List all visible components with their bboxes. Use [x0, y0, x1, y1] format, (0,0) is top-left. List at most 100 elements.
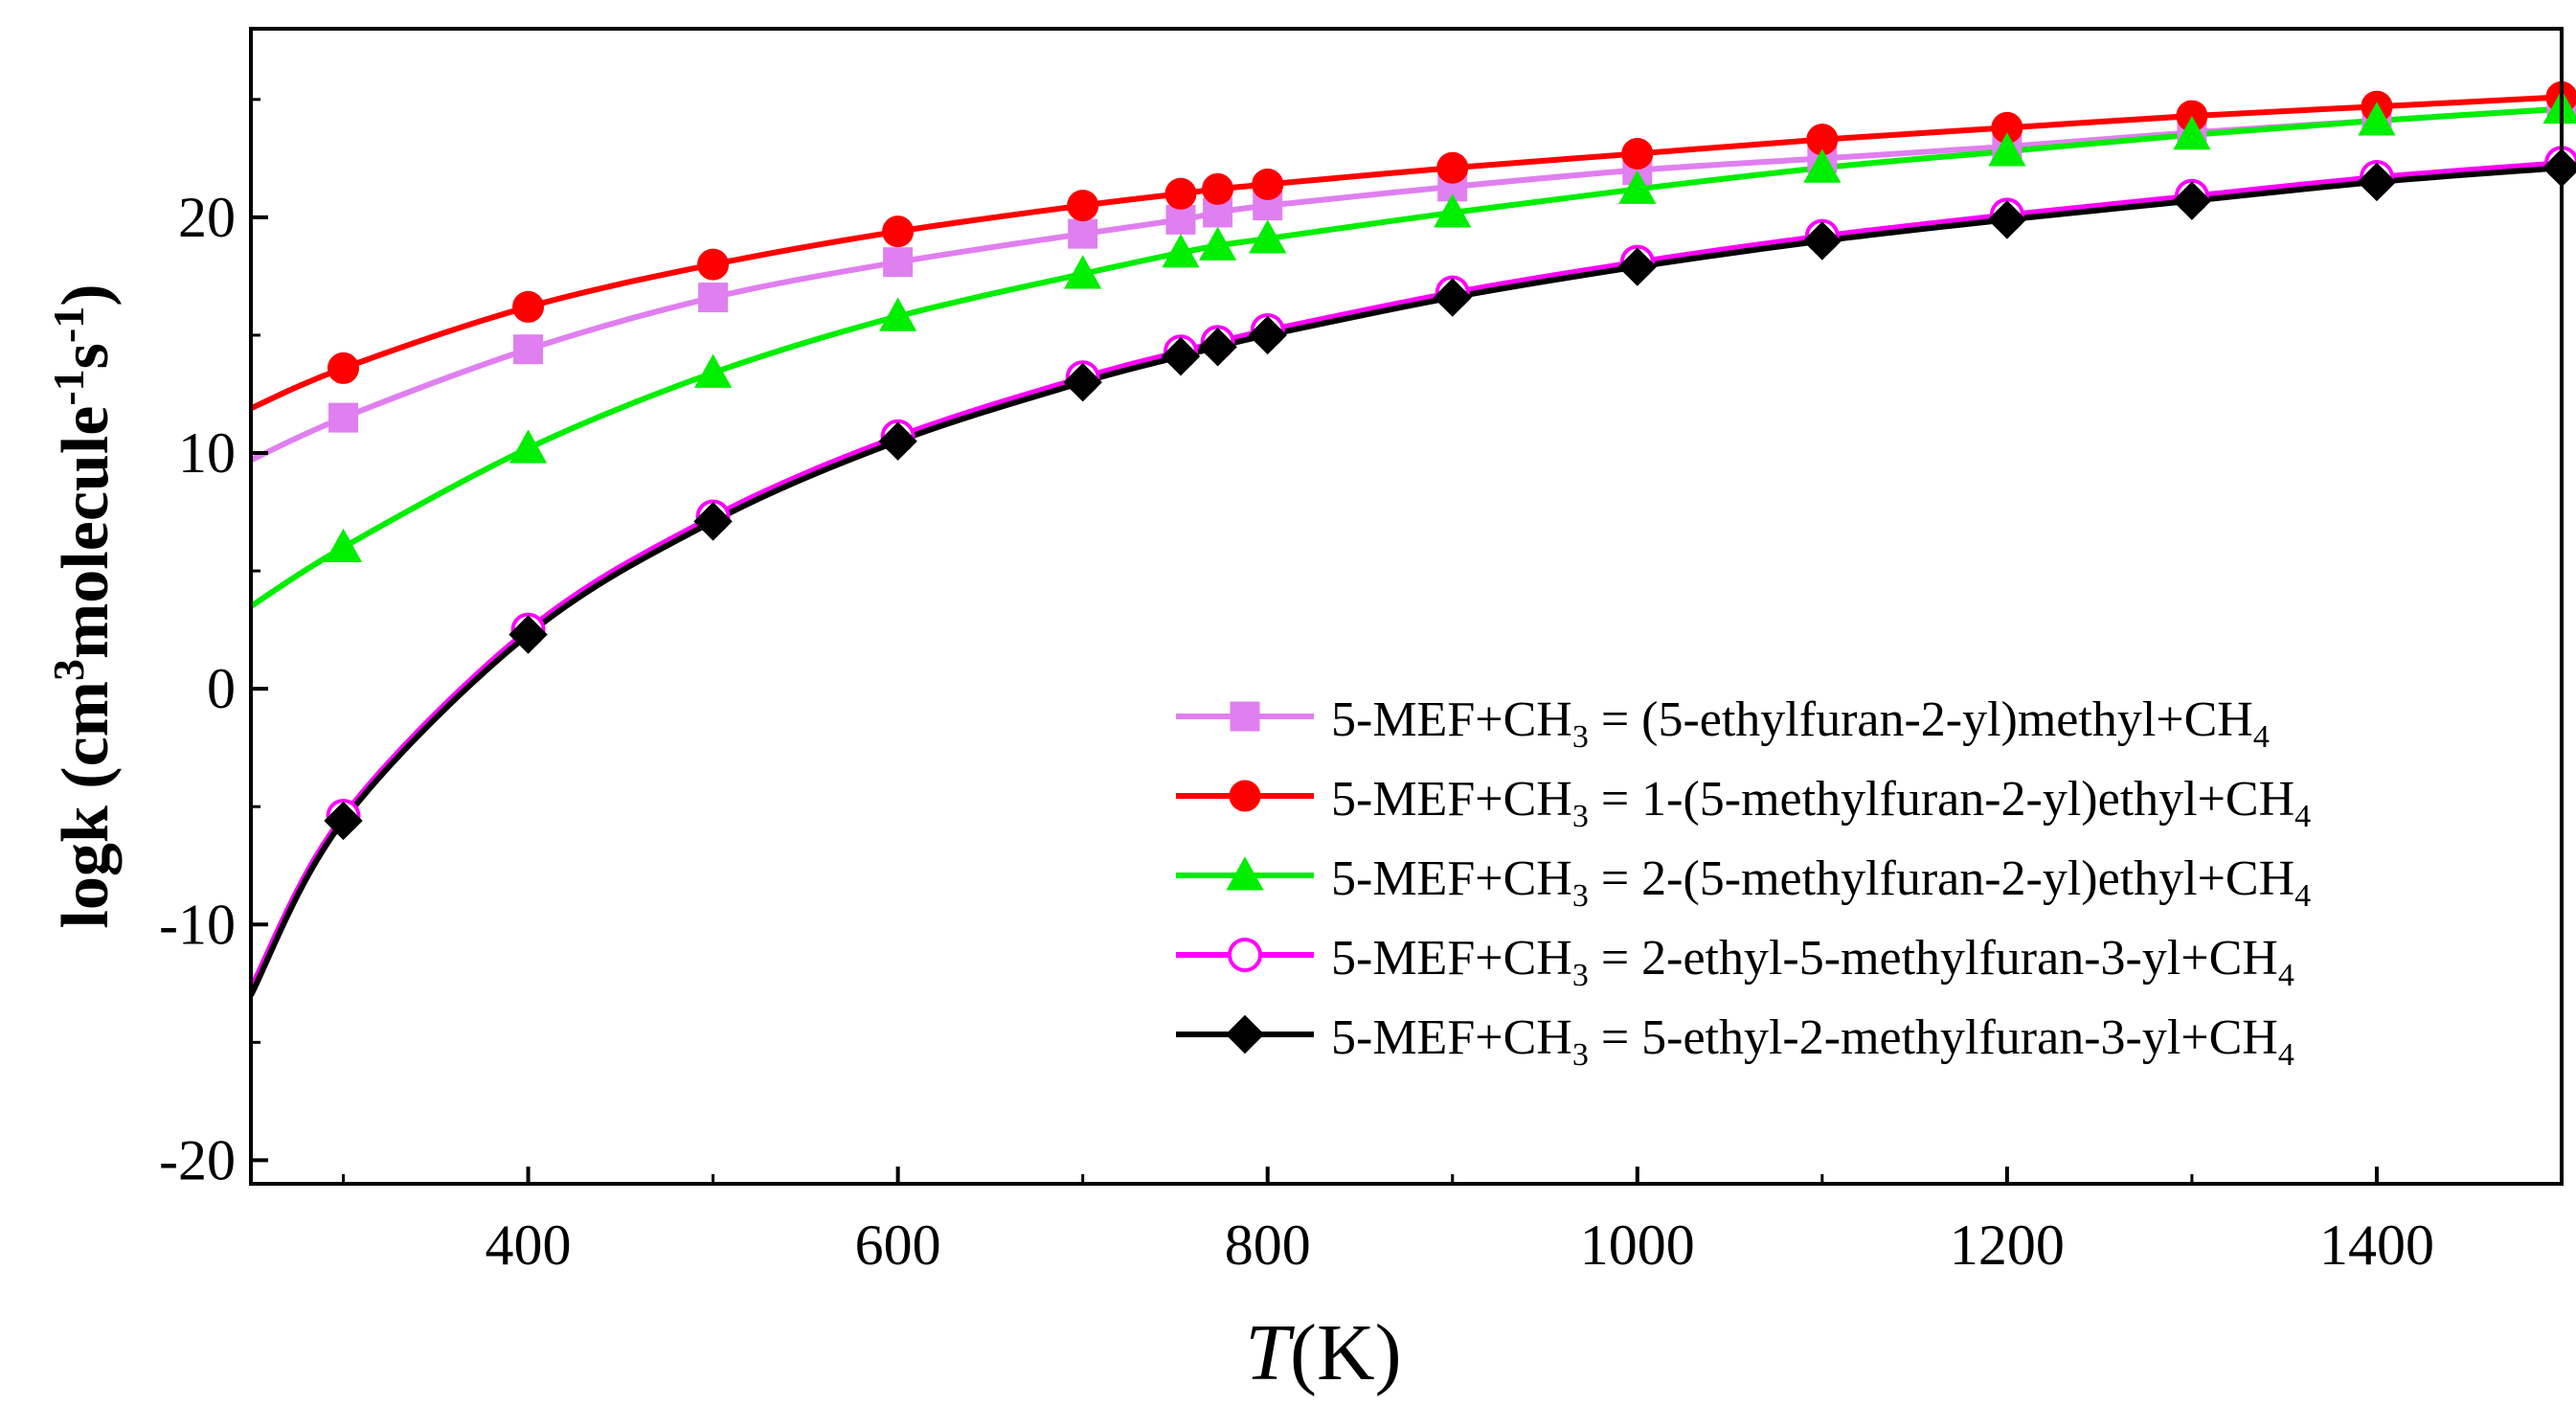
legend-label-0-sub2: 4 [2253, 719, 2270, 755]
series-2-point-2 [694, 353, 733, 388]
series-1-point-3 [882, 215, 915, 248]
x-axis-title-main: T [1245, 1308, 1295, 1397]
x-axis-title: T(K) [1245, 1308, 1401, 1397]
legend-label-3-sub1: 3 [1572, 958, 1589, 993]
legend-label-4-sub1: 3 [1572, 1037, 1589, 1073]
series-1-point-0 [328, 352, 360, 384]
legend-label-2-sub2: 4 [2294, 878, 2311, 914]
series-1-point-7 [1252, 168, 1284, 200]
series-2-point-9 [1618, 170, 1657, 204]
legend-label-2: 5-MEF+CH3 = 2-(5-methylfuran-2-yl)ethyl+… [1331, 851, 2311, 914]
series-2-point-1 [508, 429, 548, 464]
y-axis-title-sup1: 3 [44, 659, 93, 681]
legend-label-0-mid: = (5-ethylfuran-2-yl)methyl+CH [1589, 692, 2253, 747]
legend-entry-1: 5-MEF+CH3 = 1-(5-methylfuran-2-yl)ethyl+… [1176, 772, 2311, 834]
series-1-point-2 [697, 248, 730, 281]
series-line-4 [251, 165, 2562, 997]
x-tick-label-1000: 1000 [1580, 1213, 1695, 1277]
legend-label-1-sub2: 4 [2294, 799, 2311, 834]
series-2-point-11 [1988, 132, 2026, 167]
legend-label-1: 5-MEF+CH3 = 1-(5-methylfuran-2-yl)ethyl+… [1331, 772, 2311, 834]
legend-label-0: 5-MEF+CH3 = (5-ethylfuran-2-yl)methyl+CH… [1331, 692, 2270, 755]
series-4-point-7 [1248, 315, 1287, 355]
x-tick-label-1400: 1400 [2319, 1213, 2434, 1277]
y-tick-label-20: 20 [178, 186, 236, 249]
axis-layer: 400 600 800 1000 1200 1400 -20 -10 0 10 20 [159, 98, 2434, 1277]
series-4-point-2 [693, 502, 733, 541]
y-axis-title-sup2: -1 [44, 369, 93, 405]
y-axis-title-suffix: ) [49, 283, 123, 306]
legend-entry-0: 5-MEF+CH3 = (5-ethylfuran-2-yl)methyl+CH… [1176, 692, 2270, 755]
series-1-point-1 [512, 290, 545, 323]
legend-label-2-mid: = 2-(5-methylfuran-2-yl)ethyl+CH [1589, 851, 2294, 906]
series-line-0 [251, 105, 2562, 464]
legend: 5-MEF+CH3 = (5-ethylfuran-2-yl)methyl+CH… [1176, 692, 2311, 1073]
series-4-point-6 [1198, 328, 1237, 367]
legend-label-3-mid: = 2-ethyl-5-methylfuran-3-yl+CH [1589, 931, 2278, 986]
series-line-3 [251, 160, 2562, 990]
series-1-point-9 [1621, 137, 1654, 170]
series-2-point-0 [324, 528, 363, 562]
legend-label-3: 5-MEF+CH3 = 2-ethyl-5-methylfuran-3-yl+C… [1331, 931, 2294, 993]
legend-label-4-sub2: 4 [2278, 1037, 2294, 1073]
series-0-point-5 [1165, 204, 1196, 235]
series-0-point-3 [883, 247, 914, 278]
series-4-point-12 [2172, 181, 2212, 220]
series-4-point-0 [324, 801, 363, 841]
series-2-point-3 [879, 297, 917, 331]
series-2-point-7 [1249, 219, 1287, 254]
legend-label-4: 5-MEF+CH3 = 5-ethyl-2-methylfuran-3-yl+C… [1331, 1010, 2294, 1073]
plot-frame [249, 27, 2564, 1186]
legend-marker-1 [1229, 780, 1261, 812]
series-0-point-4 [1068, 218, 1098, 249]
series-2-point-8 [1434, 193, 1472, 228]
legend-entry-2: 5-MEF+CH3 = 2-(5-methylfuran-2-yl)ethyl+… [1176, 851, 2311, 914]
series-4-point-10 [1802, 221, 1842, 261]
series-4-point-13 [2357, 162, 2397, 202]
legend-marker-4 [1225, 1014, 1265, 1054]
series-4-point-4 [1063, 362, 1102, 402]
x-axis-title-unit: (K) [1290, 1308, 1402, 1397]
series-2-point-12 [2173, 115, 2211, 150]
series-1-point-8 [1436, 151, 1469, 184]
legend-label-3-pre: 5-MEF+CH [1331, 931, 1572, 986]
y-tick-label--10: -10 [159, 893, 236, 956]
x-tick-label-400: 400 [486, 1213, 572, 1277]
legend-label-2-pre: 5-MEF+CH [1331, 851, 1572, 906]
legend-marker-0 [1230, 701, 1260, 732]
y-tick-label-10: 10 [178, 421, 236, 485]
legend-entry-4: 5-MEF+CH3 = 5-ethyl-2-methylfuran-3-yl+C… [1176, 1010, 2294, 1073]
y-tick-label-0: 0 [207, 657, 236, 720]
legend-label-4-pre: 5-MEF+CH [1331, 1010, 1572, 1065]
series-4-point-3 [878, 421, 917, 461]
legend-label-1-mid: = 1-(5-methylfuran-2-yl)ethyl+CH [1589, 772, 2294, 827]
series-1-point-4 [1067, 190, 1099, 222]
legend-label-3-sub2: 4 [2278, 958, 2294, 993]
y-axis-title-s: s [49, 343, 123, 369]
series-4-point-8 [1433, 278, 1472, 317]
legend-label-4-mid: = 5-ethyl-2-methylfuran-3-yl+CH [1589, 1010, 2278, 1065]
y-axis-title-mid: molecule [49, 406, 123, 659]
series-1-point-5 [1164, 177, 1197, 210]
series-0-point-2 [698, 283, 729, 313]
y-axis-title: logk (cm3molecule-1s-1) [44, 283, 124, 928]
series-2-point-6 [1198, 226, 1237, 261]
series-4-point-11 [1987, 200, 2027, 239]
series-4-point-5 [1161, 336, 1201, 376]
y-axis-title-sup3: -1 [44, 306, 93, 343]
series-2-point-10 [1803, 148, 1842, 183]
series-2-point-5 [1162, 234, 1200, 268]
legend-label-0-pre: 5-MEF+CH [1331, 692, 1572, 747]
legend-marker-2 [1226, 856, 1264, 891]
series-4-point-9 [1617, 247, 1658, 286]
series-0-point-0 [328, 402, 359, 433]
y-tick-label--20: -20 [159, 1128, 236, 1191]
legend-label-1-pre: 5-MEF+CH [1331, 772, 1572, 827]
legend-entry-3: 5-MEF+CH3 = 2-ethyl-5-methylfuran-3-yl+C… [1176, 931, 2294, 993]
legend-marker-3 [1228, 938, 1262, 972]
series-1-point-6 [1202, 172, 1234, 205]
y-axis-title-prefix: logk (cm [49, 681, 123, 929]
x-tick-label-1200: 1200 [1950, 1213, 2065, 1277]
legend-label-2-sub1: 3 [1572, 878, 1589, 914]
